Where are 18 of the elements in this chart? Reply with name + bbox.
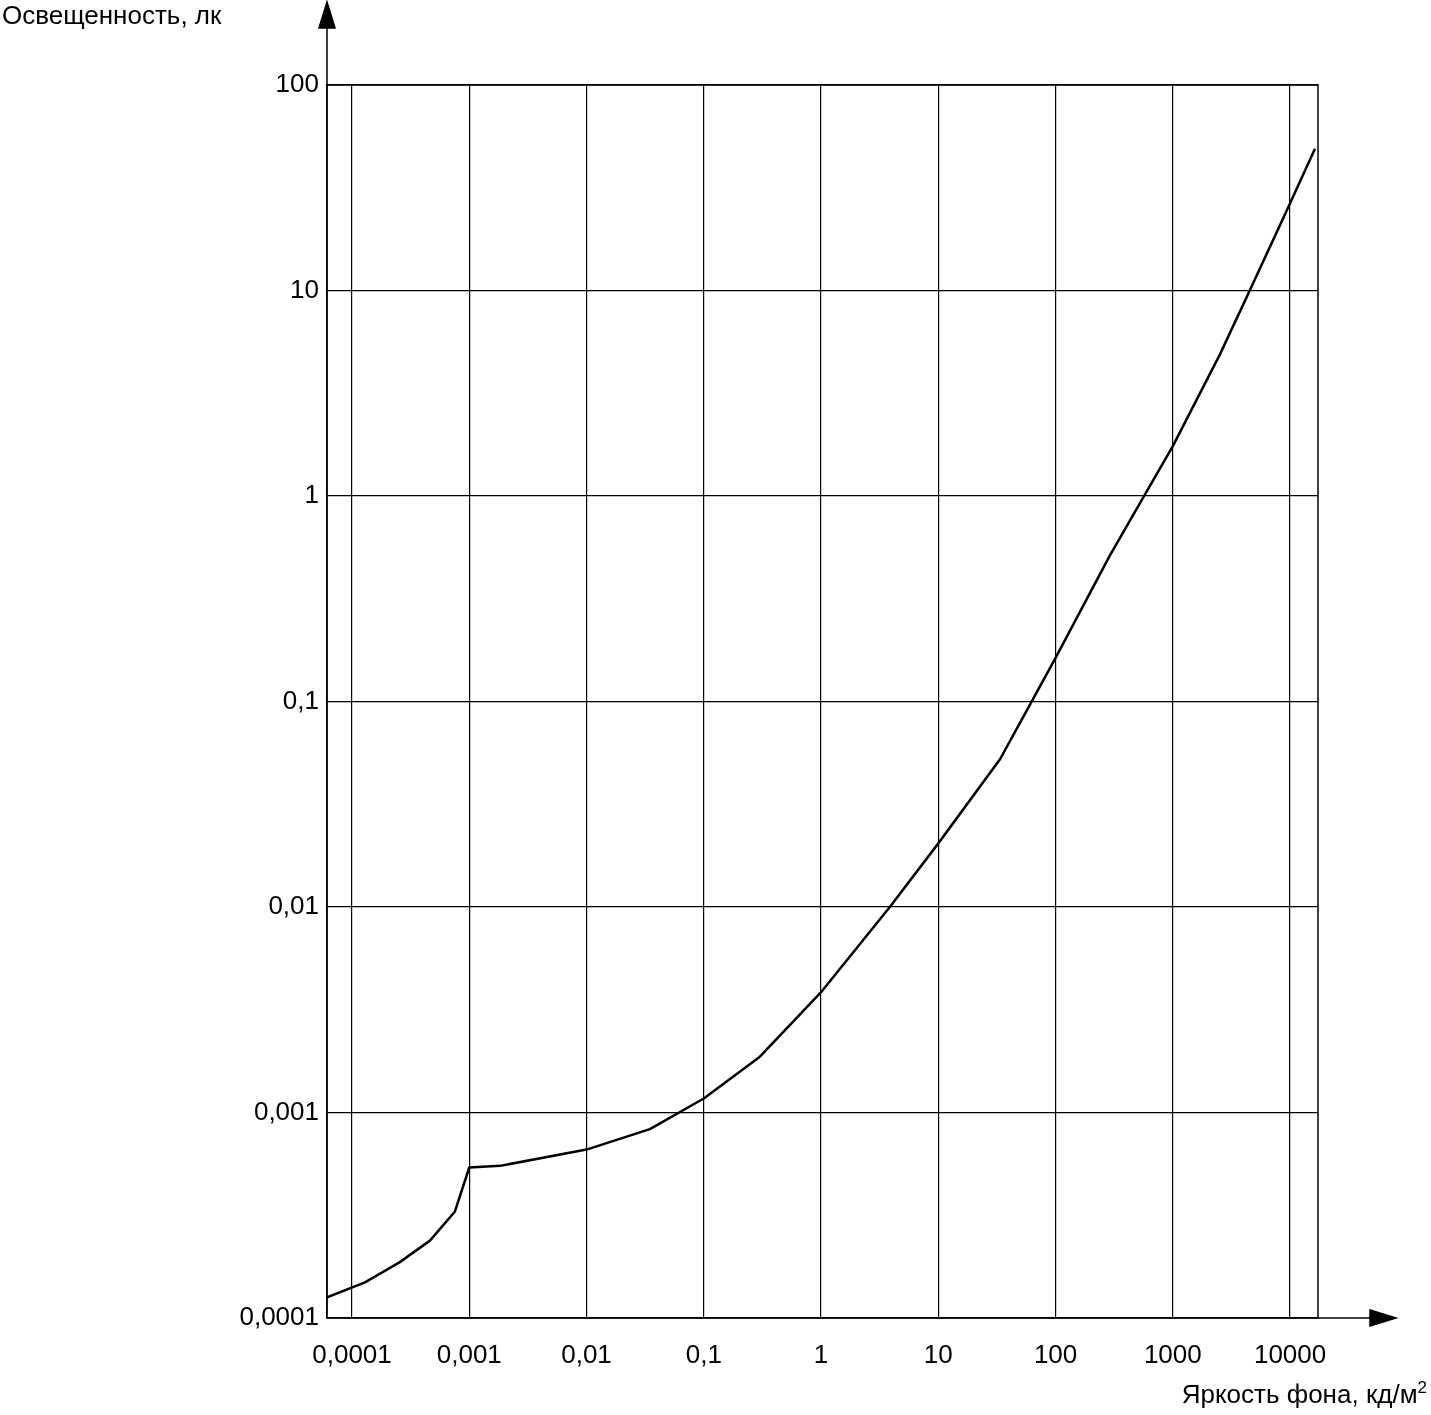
x-tick-label: 0,001 xyxy=(436,1338,502,1369)
y-tick-label: 100 xyxy=(275,68,319,99)
x-tick-label: 1000 xyxy=(1143,1338,1202,1369)
y-tick-label: 0,0001 xyxy=(239,1301,319,1332)
y-axis-title: Освещенность, лк xyxy=(2,0,222,31)
x-tick-label: 10 xyxy=(923,1338,953,1369)
y-tick-label: 0,01 xyxy=(268,890,319,921)
x-tick-label: 10000 xyxy=(1253,1338,1327,1369)
x-tick-label: 0,0001 xyxy=(312,1338,392,1369)
y-tick-label: 10 xyxy=(290,273,319,304)
x-tick-label: 0,01 xyxy=(561,1338,612,1369)
y-tick-label: 0,001 xyxy=(253,1095,319,1126)
y-tick-label: 0,1 xyxy=(282,684,319,715)
x-tick-label: 100 xyxy=(1033,1338,1078,1369)
y-tick-label: 1 xyxy=(304,479,319,510)
x-axis-title: Яркость фона, кд/м$^{2}$ xyxy=(1181,1378,1427,1410)
x-tick-label: 0,1 xyxy=(685,1338,722,1369)
x-tick-label: 1 xyxy=(813,1338,829,1369)
